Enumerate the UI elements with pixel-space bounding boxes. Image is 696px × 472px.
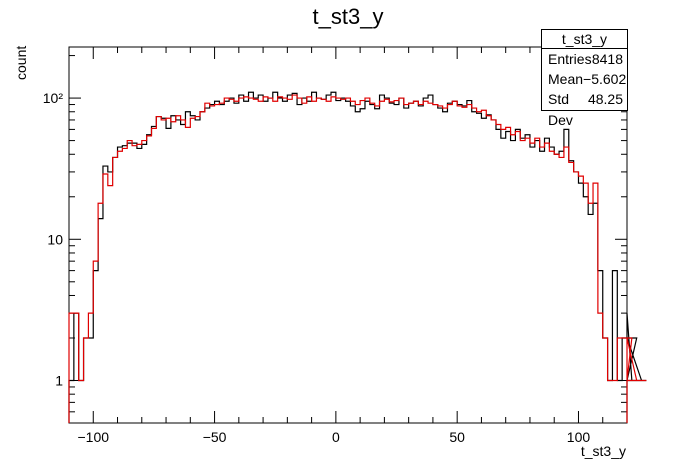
stats-row-stddev: Std Dev 48.25	[542, 89, 627, 128]
x-tick-label: 50	[449, 429, 465, 445]
histogram-series-1	[68, 94, 647, 423]
stats-label: Entries	[548, 51, 592, 67]
stats-label: Std Dev	[548, 91, 573, 128]
histogram-series-0	[68, 91, 647, 423]
stats-row-mean: Mean −5.602	[542, 69, 627, 89]
x-axis-label: t_st3_y	[580, 443, 626, 459]
y-axis-label: count	[13, 45, 29, 80]
chart-title: t_st3_y	[312, 4, 384, 29]
stats-box: t_st3_y Entries 8418 Mean −5.602 Std Dev…	[541, 29, 628, 128]
stats-label: Mean	[548, 71, 584, 87]
x-tick-label: 0	[332, 429, 340, 445]
stats-title: t_st3_y	[542, 30, 627, 49]
x-tick-label: −100	[77, 429, 109, 445]
y-tick-label: 10	[47, 231, 63, 247]
y-tick-label: 1	[55, 372, 63, 388]
y-tick-label: 10²	[43, 90, 64, 106]
plot-frame	[68, 46, 628, 424]
stats-row-entries: Entries 8418	[542, 49, 627, 69]
stats-value: 48.25	[587, 91, 623, 107]
stats-value: 8418	[591, 51, 623, 67]
stats-value: −5.602	[583, 71, 627, 87]
x-tick-label: 100	[567, 429, 591, 445]
x-tick-label: −50	[203, 429, 227, 445]
